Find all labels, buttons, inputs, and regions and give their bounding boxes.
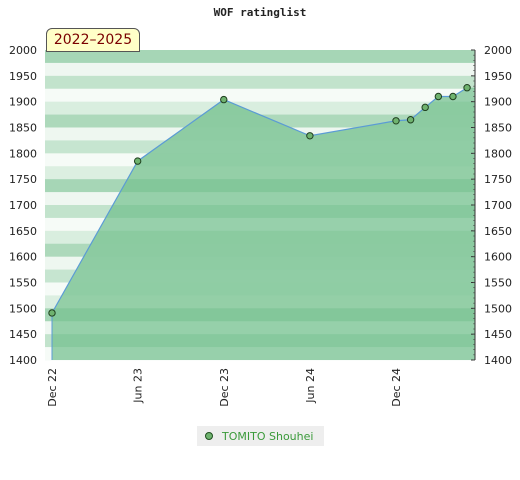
y-tick-label: 1450 <box>484 328 512 341</box>
background-band <box>45 101 475 116</box>
y-tick-label: 1500 <box>9 302 37 315</box>
x-tick-label: Jun 23 <box>132 368 145 404</box>
area-band <box>45 295 475 309</box>
data-point <box>406 116 415 124</box>
y-tick-label: 1450 <box>9 328 37 341</box>
area-band <box>45 166 475 180</box>
period-tag: 2022–2025 <box>46 28 140 52</box>
data-point <box>392 117 400 125</box>
y-axis-left: 1400 1450 1500 1550 1600 1650 1700 1750 1800 1850… <box>9 44 37 367</box>
area-band <box>45 321 475 335</box>
y-tick-label: 1650 <box>484 225 512 238</box>
x-axis: Dec 22 Jun 23 Dec 23 Jun 24 Dec 24 <box>46 368 403 407</box>
y-tick-label: 1600 <box>9 251 37 264</box>
x-tick-label: Dec 24 <box>390 368 403 407</box>
y-tick-label: 1900 <box>9 96 37 109</box>
y-tick-label: 1850 <box>484 122 512 135</box>
legend-marker <box>205 432 213 440</box>
y-tick-label: 1850 <box>9 122 37 135</box>
area-band <box>45 269 475 283</box>
data-point <box>463 84 471 92</box>
area-band <box>45 217 475 231</box>
data-point <box>421 103 429 112</box>
x-tick-label: Dec 22 <box>46 368 59 407</box>
y-tick-label: 1650 <box>9 225 37 238</box>
data-point <box>306 132 314 140</box>
area-band <box>45 88 475 102</box>
y-tick-label: 1800 <box>9 147 37 160</box>
y-tick-label: 1550 <box>9 277 37 290</box>
y-tick-label: 2000 <box>484 44 512 57</box>
area-band <box>45 347 475 360</box>
y-tick-label: 1900 <box>484 96 512 109</box>
area-fill <box>45 62 475 360</box>
y-tick-label: 1700 <box>9 199 37 212</box>
y-tick-label: 1400 <box>9 354 37 367</box>
y-tick-label: 1600 <box>484 251 512 264</box>
area-band <box>45 140 475 154</box>
y-tick-label: 1400 <box>484 354 512 367</box>
area-band <box>45 114 475 128</box>
data-points <box>48 84 471 317</box>
series-line-path <box>51 87 468 314</box>
legend[interactable]: TOMITO Shouhei <box>197 426 324 446</box>
y-tick-label: 1700 <box>484 199 512 212</box>
data-point <box>220 95 228 104</box>
area-band <box>45 192 475 205</box>
data-point <box>449 92 457 101</box>
area-band <box>45 62 475 76</box>
background-band <box>45 50 475 64</box>
y-tick-label: 1800 <box>484 147 512 160</box>
y-tick-label: 1500 <box>484 302 512 315</box>
y-axis-right: 1400 1450 1500 1550 1600 1650 1700 1750 1800 1850… <box>471 44 512 367</box>
x-tick-label: Dec 23 <box>218 368 231 407</box>
data-point <box>48 309 56 317</box>
legend-label: TOMITO Shouhei <box>222 429 314 443</box>
background-band <box>45 62 475 77</box>
y-tick-label: 1750 <box>9 173 37 186</box>
chart-title: WOF ratinglist <box>213 6 307 19</box>
y-tick-label: 2000 <box>9 44 37 57</box>
area-band <box>45 243 475 257</box>
series-area <box>52 87 475 360</box>
data-point <box>133 157 142 165</box>
data-point <box>434 92 443 101</box>
y-tick-label: 1750 <box>484 173 512 186</box>
y-tick-label: 1950 <box>484 70 512 83</box>
x-tick-label: Jun 24 <box>304 368 317 404</box>
background-band <box>45 88 475 103</box>
y-tick-label: 1950 <box>9 70 37 83</box>
series-line <box>51 87 468 360</box>
y-tick-label: 1550 <box>484 277 512 290</box>
background-band <box>45 75 475 90</box>
